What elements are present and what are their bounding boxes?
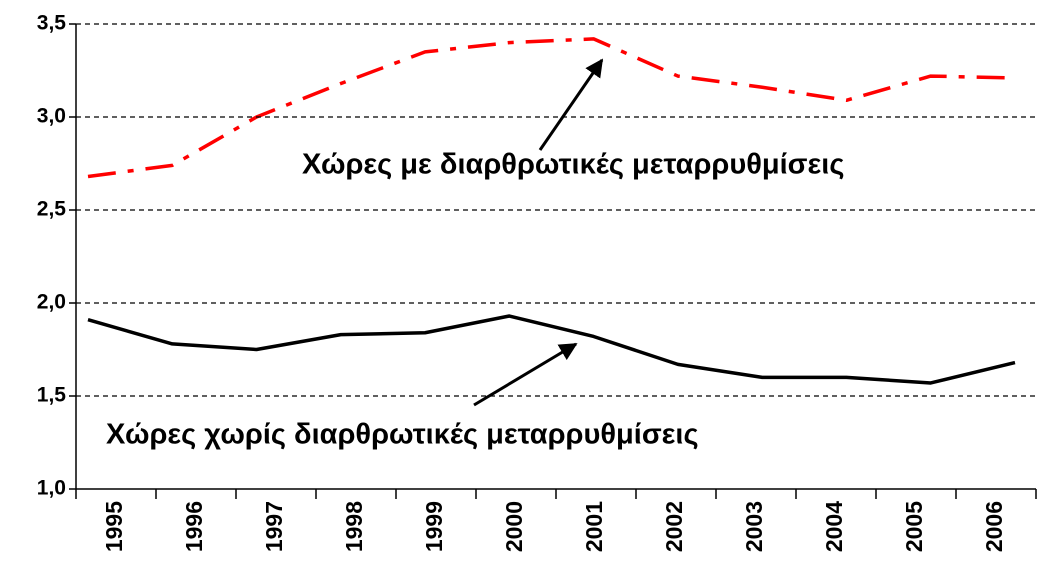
series-label: Χώρες χωρίς διαρθρωτικές μεταρρυθμίσεις <box>106 419 699 451</box>
annotation-arrow <box>538 58 604 151</box>
x-tick-label: 2002 <box>661 501 687 552</box>
y-tick-label: 1,0 <box>37 477 66 500</box>
x-tick-label: 1995 <box>101 501 127 552</box>
x-tick-label: 2000 <box>501 501 527 552</box>
x-tick-label: 2005 <box>901 501 927 552</box>
series-line <box>87 37 1016 179</box>
y-tick-label: 2,0 <box>37 291 66 314</box>
x-tick-label: 2004 <box>821 501 847 552</box>
x-tick-label: 1996 <box>181 501 207 552</box>
y-tick-label: 3,5 <box>37 12 67 35</box>
x-tick-label: 1999 <box>421 501 447 552</box>
x-tick-label: 2003 <box>741 501 767 552</box>
x-tick-label: 1997 <box>261 501 287 552</box>
y-tick-label: 1,5 <box>37 384 67 407</box>
series-label: Χώρες με διαρθρωτικές μεταρρυθμίσεις <box>302 149 844 181</box>
y-tick-label: 3,0 <box>37 105 66 128</box>
x-tick-label: 2001 <box>581 501 607 552</box>
y-tick-label: 2,5 <box>37 198 67 221</box>
x-tick-label: 2006 <box>981 501 1007 552</box>
series-line <box>87 314 1016 385</box>
annotation-arrow <box>473 342 578 407</box>
x-tick-label: 1998 <box>341 501 367 552</box>
